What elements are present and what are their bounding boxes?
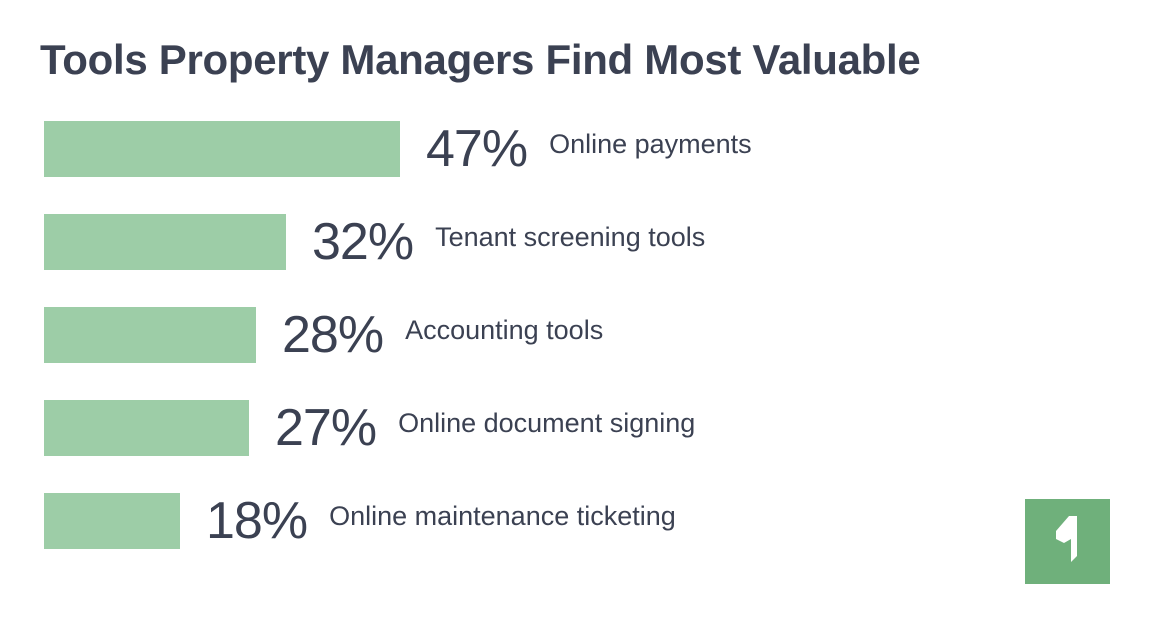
bar bbox=[44, 493, 180, 549]
bar bbox=[44, 307, 256, 363]
category-label: Online document signing bbox=[398, 408, 696, 438]
category-label: Online maintenance ticketing bbox=[329, 501, 676, 531]
bar bbox=[44, 400, 249, 456]
brand-logo-icon bbox=[1025, 499, 1110, 584]
data-label: 32% bbox=[312, 213, 414, 271]
chart-title: Tools Property Managers Find Most Valuab… bbox=[40, 36, 921, 83]
category-label: Tenant screening tools bbox=[435, 222, 706, 252]
bar-row: 27% Online document signing bbox=[44, 400, 695, 456]
data-label: 47% bbox=[426, 120, 528, 178]
bar bbox=[44, 121, 400, 177]
category-label: Accounting tools bbox=[405, 315, 604, 345]
bar-row: 18% Online maintenance ticketing bbox=[44, 493, 676, 549]
bar-row: 32% Tenant screening tools bbox=[44, 214, 705, 270]
bar bbox=[44, 214, 286, 270]
category-label: Online payments bbox=[549, 129, 752, 159]
bar-row: 28% Accounting tools bbox=[44, 307, 603, 363]
data-label: 18% bbox=[206, 492, 308, 550]
bar-row: 47% Online payments bbox=[44, 121, 752, 177]
data-label: 27% bbox=[275, 399, 377, 457]
data-label: 28% bbox=[282, 306, 384, 364]
brand-logo bbox=[1025, 499, 1110, 584]
